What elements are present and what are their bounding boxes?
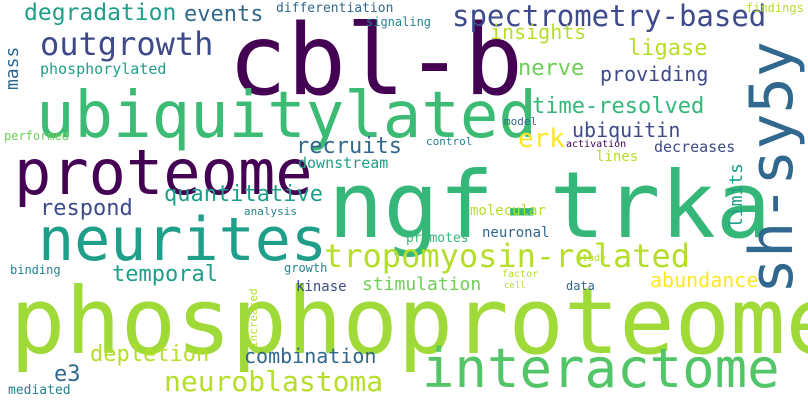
word-differentiation: differentiation bbox=[276, 1, 394, 16]
word-insights: insights bbox=[490, 20, 587, 44]
word-increased: increased bbox=[247, 288, 260, 348]
word-mediated: mediated bbox=[8, 383, 71, 398]
word-findings: findings bbox=[746, 1, 804, 15]
word-data: data bbox=[566, 279, 595, 293]
word-neurites: neurites bbox=[38, 205, 327, 275]
word-decreases: decreases bbox=[654, 138, 736, 156]
word-factor: factor bbox=[502, 269, 539, 280]
word-analysis: analysis bbox=[244, 205, 297, 218]
word-neuronal: neuronal bbox=[482, 225, 550, 241]
word-recruits: recruits bbox=[296, 134, 402, 159]
word-control: control bbox=[426, 135, 473, 148]
word-events: events bbox=[184, 2, 264, 27]
word-cell: cell bbox=[504, 281, 526, 291]
word-ubiquitylated: ubiquitylated bbox=[36, 79, 537, 153]
word-sh-sy5y: sh-sy5y bbox=[737, 41, 807, 294]
word-promotes: promotes bbox=[406, 231, 469, 246]
word-lines: lines bbox=[596, 149, 639, 165]
word-study: study bbox=[576, 253, 607, 264]
word-growth: growth bbox=[284, 261, 328, 275]
word-activation: activation bbox=[566, 139, 627, 150]
word-abundance: abundance bbox=[650, 268, 759, 292]
word-binding: binding bbox=[10, 263, 61, 277]
word-e3: e3 bbox=[54, 362, 81, 387]
word-ligase: ligase bbox=[628, 36, 708, 61]
word-phosphorylated: phosphorylated bbox=[40, 60, 167, 78]
word-providing: providing bbox=[600, 62, 709, 86]
word-outgrowth: outgrowth bbox=[40, 25, 214, 63]
word-signaling: signaling bbox=[366, 15, 432, 29]
word-time-resolved: time-resolved bbox=[532, 94, 705, 119]
word-nerve: nerve bbox=[518, 56, 585, 81]
word-erk: erk bbox=[518, 124, 565, 154]
word-phosphoproteome: phosphoproteome bbox=[10, 268, 808, 375]
word-tropomyosin-related: tropomyosin-related bbox=[324, 237, 691, 275]
word-kinase: kinase bbox=[296, 279, 347, 295]
word-respond: respond bbox=[40, 196, 133, 221]
word-interactome: interactome bbox=[422, 337, 780, 400]
word-proteome: proteome bbox=[14, 136, 313, 209]
word-ubiquitin: ubiquitin bbox=[572, 118, 681, 142]
word-neuroblastoma: neuroblastoma bbox=[164, 365, 384, 398]
word-mass: mass bbox=[2, 46, 23, 90]
word-stimulation: stimulation bbox=[362, 274, 482, 295]
word-model: model bbox=[504, 115, 538, 128]
word-quantitative: quantitative bbox=[164, 182, 323, 207]
word-molecular: molecular bbox=[470, 203, 546, 219]
word-performed: performed bbox=[4, 129, 70, 143]
word-combination: combination bbox=[244, 344, 377, 368]
word-limits: limits bbox=[726, 162, 747, 228]
word-spectrometry-based: spectrometry-based bbox=[452, 0, 767, 33]
word-degradation: degradation bbox=[24, 0, 177, 26]
word-temporal: temporal bbox=[112, 262, 218, 287]
word-downstream: downstream bbox=[298, 154, 389, 172]
word-ngf-trka: ngf-trka bbox=[328, 152, 772, 259]
word-depletion: depletion bbox=[90, 342, 210, 367]
word-cbl-b: cbl-b bbox=[228, 4, 524, 118]
